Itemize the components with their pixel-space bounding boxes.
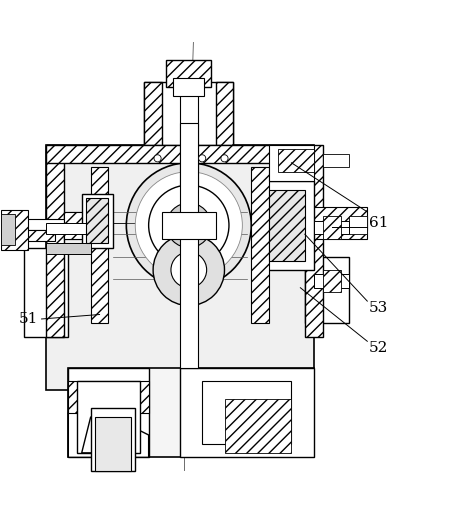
Bar [46,243,91,254]
Text: 52: 52 [369,341,388,355]
Bar [180,123,198,368]
Bar [323,270,340,292]
Bar [323,216,340,239]
Bar [1,219,91,230]
Bar [68,368,149,457]
Circle shape [126,163,251,288]
Bar [82,194,113,248]
Bar [314,274,349,288]
Bar [64,212,91,239]
Bar [180,87,198,199]
Text: 53: 53 [369,301,388,315]
Polygon shape [68,412,149,457]
Polygon shape [82,417,135,453]
Circle shape [153,234,224,306]
Polygon shape [91,167,109,323]
Bar [173,78,204,96]
Bar [167,60,211,87]
Bar [349,216,367,234]
Bar [46,223,91,234]
Bar [278,149,314,172]
Bar [1,230,55,241]
Bar [305,256,349,323]
Bar [64,212,91,239]
Bar [24,248,68,337]
Text: 61: 61 [369,216,388,230]
Bar [269,190,305,261]
Bar [144,83,162,145]
Bar [323,154,349,167]
Bar [260,181,314,270]
Circle shape [171,252,207,288]
Circle shape [135,172,242,279]
Polygon shape [46,145,64,337]
Circle shape [154,155,161,162]
Circle shape [149,185,229,265]
Bar [1,210,28,250]
Bar [95,417,131,471]
Polygon shape [305,145,323,337]
Bar [278,216,367,230]
Circle shape [198,155,206,162]
Bar [202,382,291,444]
Bar [314,221,349,234]
Bar [269,145,314,181]
Bar [144,83,233,145]
Bar [224,399,291,453]
Bar [68,368,314,457]
Bar [1,214,15,245]
Polygon shape [251,167,269,323]
Bar [91,408,135,471]
Bar [86,199,109,243]
Bar [180,368,314,457]
Circle shape [221,155,228,162]
Bar [77,382,140,453]
Bar [305,207,367,239]
Bar [68,382,149,412]
Bar [216,83,233,145]
Text: 51: 51 [18,312,38,326]
Bar [46,145,314,390]
Polygon shape [46,145,305,163]
Circle shape [167,203,211,248]
Bar [162,212,216,239]
